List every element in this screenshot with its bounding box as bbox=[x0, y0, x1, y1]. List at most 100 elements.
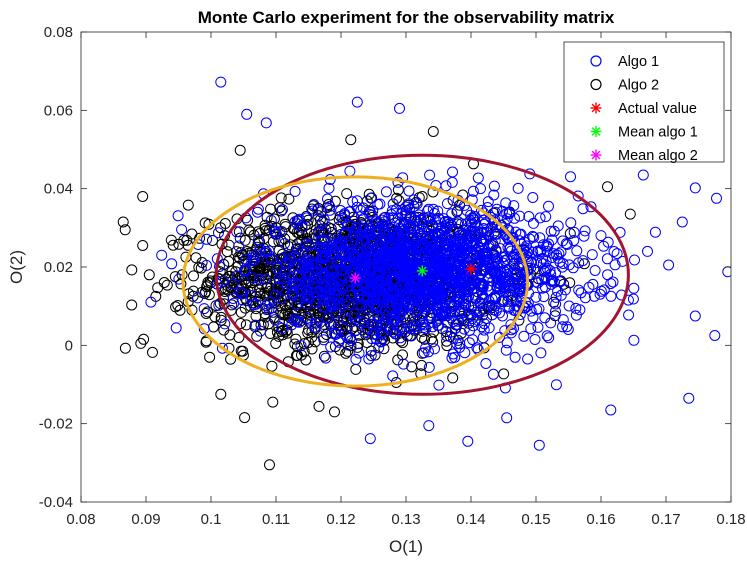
scatter-point bbox=[525, 323, 537, 335]
scatter-point bbox=[182, 199, 194, 211]
x-tick-label: 0.1 bbox=[201, 511, 222, 528]
scatter-point bbox=[377, 253, 389, 265]
scatter-point bbox=[200, 336, 212, 348]
scatter-point bbox=[363, 299, 375, 311]
scatter-point bbox=[323, 199, 334, 210]
scatter-point bbox=[376, 214, 388, 226]
scatter-point bbox=[259, 245, 271, 257]
scatter-point bbox=[471, 342, 483, 354]
scatter-point bbox=[572, 190, 584, 202]
scatter-point bbox=[676, 216, 688, 228]
marker-actual-value bbox=[465, 263, 477, 275]
scatter-point bbox=[204, 351, 216, 363]
scatter-point bbox=[239, 265, 251, 277]
scatter-point bbox=[329, 233, 341, 245]
scatter-point bbox=[541, 330, 553, 342]
scatter-point bbox=[316, 272, 328, 284]
legend-item-mean-algo-1: Mean algo 1 bbox=[590, 125, 698, 141]
scatter-point bbox=[269, 314, 281, 326]
scatter-point bbox=[550, 305, 561, 317]
scatter-point bbox=[373, 254, 385, 266]
scatter-point bbox=[565, 217, 577, 229]
ellipse-layer bbox=[181, 153, 630, 396]
scatter-point bbox=[317, 288, 329, 299]
scatter-point bbox=[166, 258, 178, 270]
scatter-point bbox=[263, 245, 275, 257]
x-tick-label: 0.14 bbox=[456, 511, 485, 528]
x-tick-label: 0.12 bbox=[326, 511, 355, 528]
scatter-point bbox=[302, 327, 314, 339]
scatter-point bbox=[550, 298, 562, 310]
scatter-point bbox=[487, 368, 499, 380]
scatter-point bbox=[501, 412, 513, 424]
scatter-point bbox=[509, 351, 521, 363]
scatter-point bbox=[439, 285, 451, 297]
scatter-point bbox=[135, 337, 147, 349]
ellipse-algo-1 bbox=[214, 153, 630, 396]
scatter-point bbox=[534, 212, 546, 224]
scatter-point bbox=[568, 226, 580, 238]
scatter-point bbox=[405, 323, 417, 335]
scatter-point bbox=[291, 299, 303, 311]
scatter-point bbox=[233, 240, 245, 252]
scatter-point bbox=[480, 358, 492, 369]
scatter-point bbox=[192, 292, 204, 304]
scatter-point bbox=[259, 273, 271, 285]
scatter-point bbox=[187, 290, 199, 302]
scatter-point bbox=[397, 204, 409, 216]
scatter-point bbox=[485, 222, 497, 234]
scatter-point bbox=[623, 309, 635, 321]
scatter-point bbox=[583, 281, 595, 293]
scatter-point bbox=[550, 379, 562, 391]
scatter-point bbox=[538, 239, 549, 251]
scatter-point bbox=[403, 203, 415, 215]
scatter-point bbox=[313, 241, 325, 253]
scatter-point bbox=[406, 361, 418, 373]
scatter-point bbox=[488, 189, 500, 201]
scatter-point bbox=[340, 347, 352, 359]
scatter-point bbox=[250, 298, 262, 310]
scatter-point bbox=[556, 261, 568, 273]
scatter-point bbox=[611, 248, 623, 260]
scatter-point bbox=[252, 226, 264, 238]
scatter-point bbox=[689, 310, 701, 322]
scatter-point bbox=[257, 319, 269, 331]
chart-title: Monte Carlo experiment for the observabi… bbox=[198, 8, 615, 27]
scatter-point bbox=[343, 299, 355, 310]
scatter-point bbox=[318, 227, 330, 239]
scatter-point bbox=[363, 353, 375, 365]
x-tick-label: 0.16 bbox=[586, 511, 615, 528]
scatter-point bbox=[323, 182, 335, 194]
scatter-point bbox=[459, 218, 471, 230]
scatter-point bbox=[392, 354, 404, 366]
scatter-point bbox=[274, 202, 286, 214]
scatter-point bbox=[301, 285, 313, 297]
scatter-point bbox=[352, 243, 364, 255]
scatter-point bbox=[295, 340, 307, 352]
scatter-point bbox=[458, 295, 470, 307]
scatter-point bbox=[474, 255, 486, 266]
scatter-point bbox=[387, 370, 399, 382]
scatter-point bbox=[302, 291, 314, 303]
scatter-point bbox=[283, 193, 295, 205]
scatter-point bbox=[364, 205, 375, 217]
scatter-point bbox=[158, 277, 170, 288]
scatter-point bbox=[594, 288, 606, 300]
scatter-point bbox=[372, 274, 384, 286]
scatter-point bbox=[314, 214, 326, 226]
scatter-point bbox=[310, 321, 321, 333]
scatter-point bbox=[605, 404, 617, 416]
scatter-point bbox=[395, 303, 407, 315]
scatter-point bbox=[392, 184, 404, 196]
scatter-point bbox=[308, 199, 320, 210]
y-tick-label: 0.04 bbox=[44, 181, 73, 198]
scatter-point bbox=[452, 315, 464, 327]
scatter-point bbox=[137, 191, 149, 202]
scatter-point bbox=[335, 205, 347, 216]
scatter-point bbox=[372, 241, 384, 252]
scatter-point bbox=[409, 215, 421, 227]
scatter-point bbox=[533, 303, 545, 315]
scatter-point bbox=[560, 238, 572, 250]
scatter-point bbox=[301, 286, 312, 298]
scatter-point bbox=[223, 255, 235, 267]
